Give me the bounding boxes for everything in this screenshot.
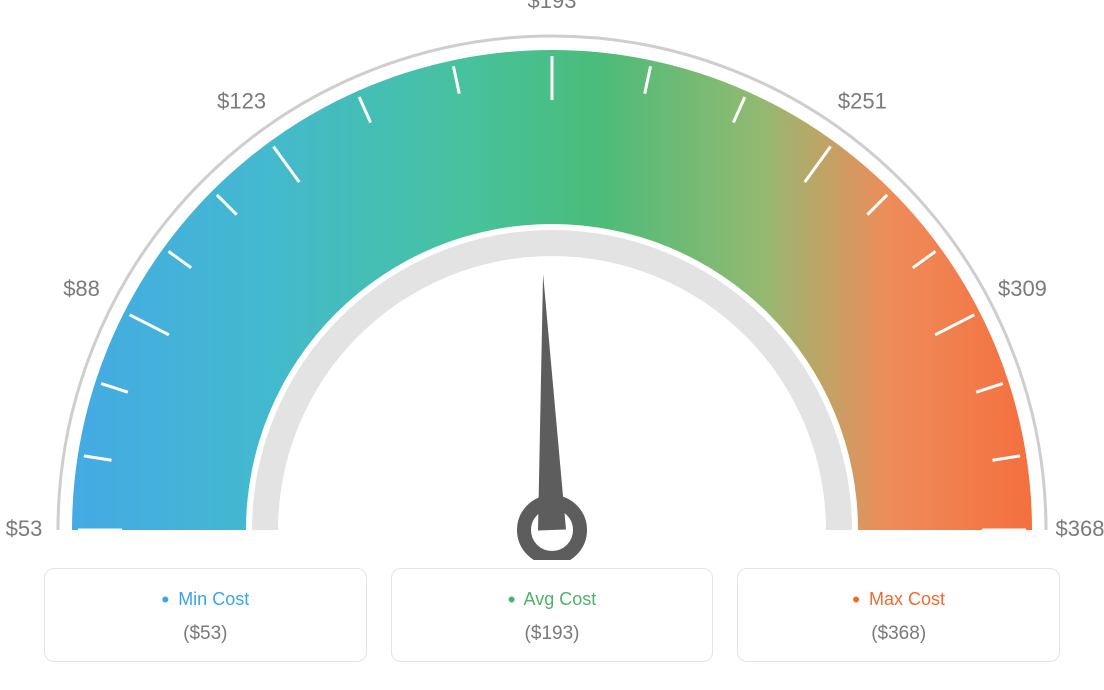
legend-max-label: Max Cost xyxy=(869,589,945,609)
svg-text:$88: $88 xyxy=(63,276,100,301)
legend-card-min: • Min Cost ($53) xyxy=(44,568,367,662)
legend-avg-dot-icon: • xyxy=(508,587,516,612)
legend-max-value: ($368) xyxy=(738,623,1059,645)
legend-max-label-row: • Max Cost xyxy=(738,587,1059,613)
svg-text:$53: $53 xyxy=(6,516,43,541)
legend-min-value: ($53) xyxy=(45,623,366,645)
legend-card-max: • Max Cost ($368) xyxy=(737,568,1060,662)
legend-card-avg: • Avg Cost ($193) xyxy=(391,568,714,662)
legend-avg-value: ($193) xyxy=(392,623,713,645)
svg-text:$251: $251 xyxy=(838,89,887,114)
legend-min-label: Min Cost xyxy=(178,589,249,609)
legend-avg-label: Avg Cost xyxy=(524,589,597,609)
svg-text:$123: $123 xyxy=(217,89,266,114)
legend-avg-label-row: • Avg Cost xyxy=(392,587,713,613)
legend-min-label-row: • Min Cost xyxy=(45,587,366,613)
legend-max-dot-icon: • xyxy=(852,587,860,612)
svg-text:$309: $309 xyxy=(998,276,1047,301)
gauge-svg: $53 $88 $123 $193 $251 $309 $368 xyxy=(0,0,1104,560)
svg-text:$368: $368 xyxy=(1056,516,1104,541)
legend-min-dot-icon: • xyxy=(161,587,169,612)
svg-text:$193: $193 xyxy=(528,0,577,13)
gauge-chart: $53 $88 $123 $193 $251 $309 $368 xyxy=(0,0,1104,560)
cost-gauge-widget: $53 $88 $123 $193 $251 $309 $368 • Min Cost ($… xyxy=(0,0,1104,690)
legend-row: • Min Cost ($53) • Avg Cost ($193) • Max… xyxy=(0,568,1104,662)
